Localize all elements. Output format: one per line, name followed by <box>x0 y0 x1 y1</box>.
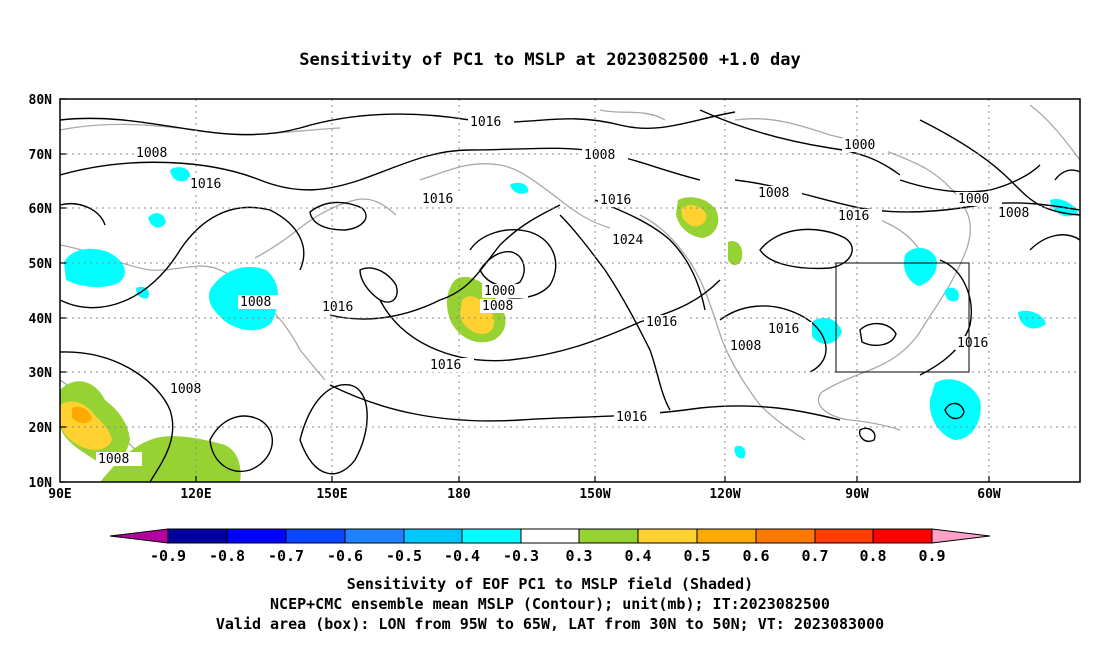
map-plot-area: 1016 1008 1016 1016 1008 1016 1008 1000 … <box>60 99 1080 482</box>
colorbar-label: -0.8 <box>209 547 245 565</box>
colorbar-segment <box>873 529 932 543</box>
lon-tick-label: 90W <box>845 487 869 502</box>
lon-tick-label: 120E <box>180 487 211 502</box>
map-title: Sensitivity of PC1 to MSLP at 2023082500… <box>299 50 801 70</box>
lat-tick-label: 80N <box>29 93 53 108</box>
contour-label: 1016 <box>838 209 869 224</box>
colorbar-label: -0.6 <box>327 547 363 565</box>
colorbar-segment <box>286 529 345 543</box>
contour-label: 1016 <box>190 177 221 192</box>
valid-area-box <box>835 262 970 373</box>
colorbar-label: 0.5 <box>683 547 710 565</box>
longitude-labels: 90E 120E 150E 180 150W 120W 90W 60W <box>48 487 1001 502</box>
lon-tick-label: 120W <box>709 487 740 502</box>
colorbar-label: 0.6 <box>742 547 769 565</box>
plot-frame <box>59 98 1081 483</box>
colorbar-label: 0.3 <box>565 547 592 565</box>
sensitivity-shading <box>60 167 1078 482</box>
colorbar-label: -0.9 <box>150 547 186 565</box>
contour-label: 1008 <box>758 186 789 201</box>
colorbar-segment <box>227 529 286 543</box>
contour-label: 1016 <box>470 115 501 130</box>
contour-label: 1008 <box>170 382 201 397</box>
contour-label: 1016 <box>957 336 988 351</box>
colorbar-label: 0.8 <box>859 547 886 565</box>
colorbar-segment <box>345 529 404 543</box>
caption-contour: NCEP+CMC ensemble mean MSLP (Contour); u… <box>270 595 830 613</box>
contour-label: 1016 <box>616 410 647 425</box>
contour-labels: 1016 1008 1016 1016 1008 1016 1008 1000 … <box>96 115 1042 467</box>
contour-label: 1016 <box>768 322 799 337</box>
colorbar-segment <box>756 529 815 543</box>
contour-label: 1008 <box>482 299 513 314</box>
colorbar-label: -0.3 <box>503 547 539 565</box>
lon-tick-label: 150E <box>316 487 347 502</box>
colorbar-segment <box>815 529 873 543</box>
colorbar-segment <box>697 529 756 543</box>
lat-tick-label: 60N <box>29 202 53 217</box>
lon-tick-label: 60W <box>977 487 1001 502</box>
lon-tick-label: 150W <box>579 487 610 502</box>
contour-label: 1000 <box>484 284 515 299</box>
contour-label: 1008 <box>584 148 615 163</box>
colorbar-segment <box>579 529 638 543</box>
contour-label: 1016 <box>646 315 677 330</box>
contour-label: 1016 <box>600 193 631 208</box>
colorbar-segment <box>168 529 227 543</box>
colorbar-segment <box>638 529 697 543</box>
colorbar-label: 0.4 <box>624 547 651 565</box>
lat-tick-label: 10N <box>29 476 53 491</box>
contour-label: 1008 <box>98 452 129 467</box>
contour-label: 1016 <box>322 300 353 315</box>
lat-tick-label: 50N <box>29 257 53 272</box>
colorbar-label: -0.5 <box>386 547 422 565</box>
colorbar-label: -0.7 <box>268 547 304 565</box>
latitude-labels: 80N 70N 60N 50N 40N 30N 20N 10N <box>29 93 53 491</box>
contour-label: 1008 <box>136 146 167 161</box>
lat-tick-label: 70N <box>29 148 53 163</box>
contour-label: 1016 <box>430 358 461 373</box>
contour-label: 1024 <box>612 233 643 248</box>
colorbar-label: 0.7 <box>801 547 828 565</box>
colorbar-end-left <box>110 529 168 543</box>
lat-tick-label: 40N <box>29 312 53 327</box>
graticule <box>60 99 1080 482</box>
contour-label: 1008 <box>998 206 1029 221</box>
colorbar-label: 0.9 <box>918 547 945 565</box>
colorbar-segment <box>404 529 462 543</box>
colorbar-label: -0.4 <box>444 547 480 565</box>
colorbar-segment <box>521 529 579 543</box>
contour-label: 1008 <box>240 295 271 310</box>
contour-label: 1008 <box>730 339 761 354</box>
lon-tick-label: 180 <box>447 487 471 502</box>
caption-valid-area: Valid area (box): LON from 95W to 65W, L… <box>215 615 885 633</box>
contour-label: 1016 <box>422 192 453 207</box>
caption-shading: Sensitivity of EOF PC1 to MSLP field (Sh… <box>346 575 754 593</box>
colorbar: -0.9 -0.8 -0.7 -0.6 -0.5 -0.4 -0.3 0.3 0… <box>109 528 991 565</box>
contour-label: 1000 <box>958 192 989 207</box>
axis-ticks <box>60 98 990 483</box>
contour-label: 1000 <box>844 138 875 153</box>
lat-tick-label: 20N <box>29 421 53 436</box>
caption-block: Sensitivity of EOF PC1 to MSLP field (Sh… <box>0 574 1100 634</box>
colorbar-end-right <box>932 529 990 543</box>
lat-tick-label: 30N <box>29 366 53 381</box>
lon-tick-label: 90E <box>48 487 71 502</box>
colorbar-segment <box>462 529 521 543</box>
